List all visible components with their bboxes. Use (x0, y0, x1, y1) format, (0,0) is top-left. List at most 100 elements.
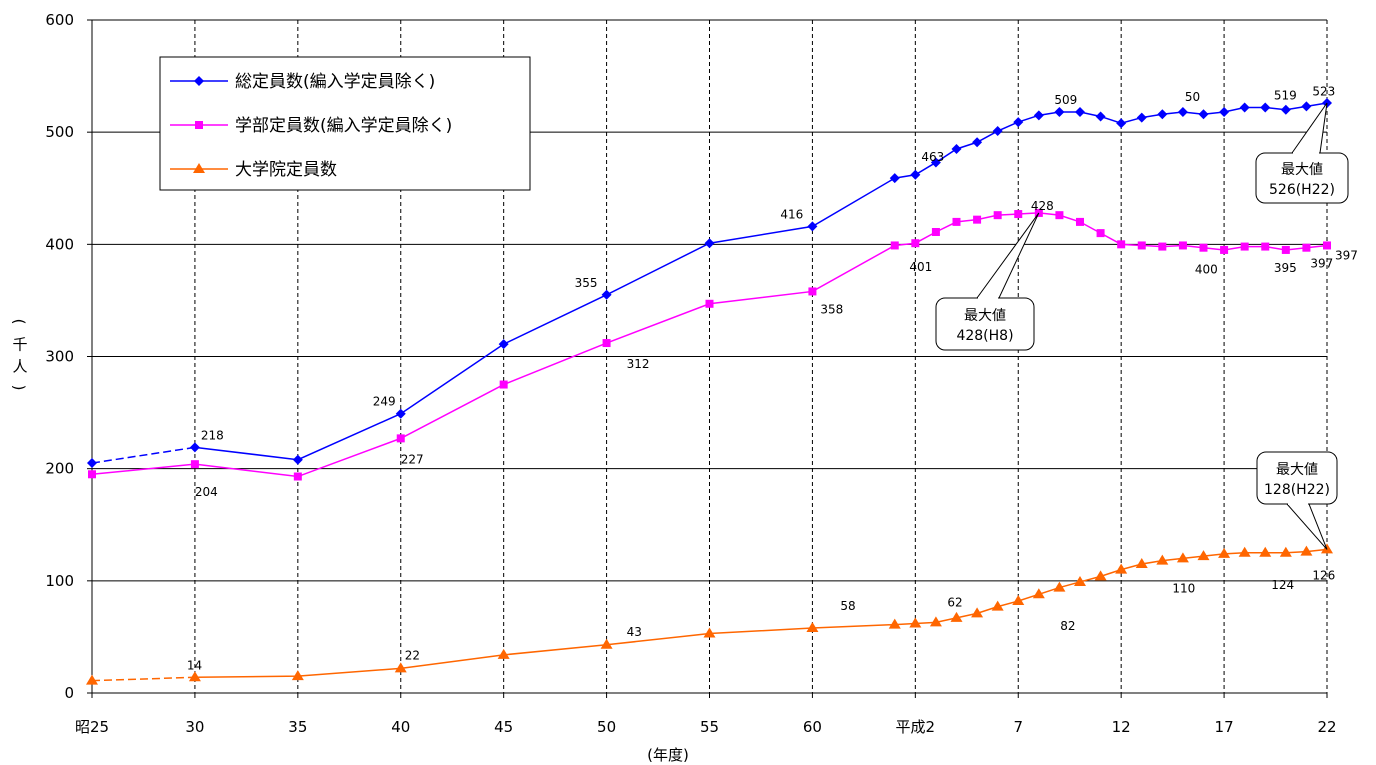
diamond-marker (1198, 109, 1209, 120)
diamond-marker (889, 173, 900, 184)
data-label: 312 (627, 357, 650, 371)
triangle-marker (991, 600, 1004, 611)
square-marker (1096, 229, 1105, 238)
y-tick-label: 500 (45, 123, 74, 141)
diamond-marker (1280, 104, 1291, 115)
data-label: 14 (187, 658, 202, 672)
legend: 総定員数(編入学定員除く) 学部定員数(編入学定員除く) 大学院定員数 (159, 56, 531, 191)
square-marker (396, 434, 405, 443)
square-marker (1199, 243, 1208, 252)
square-marker (1240, 242, 1249, 251)
triangle-marker (86, 674, 98, 685)
x-tick-label: 17 (1215, 718, 1234, 736)
square-marker (952, 217, 961, 226)
triangle-marker (703, 627, 716, 638)
square-marker (1055, 211, 1064, 220)
x-tick-label: 35 (288, 718, 307, 736)
x-tick-label: 45 (494, 718, 513, 736)
triangle-marker (1135, 558, 1148, 569)
triangle-marker (497, 648, 510, 659)
diamond-marker (395, 408, 406, 419)
diamond-marker (498, 339, 509, 350)
y-axis-title-char: 人 (12, 358, 27, 376)
data-label: 50 (1185, 90, 1200, 104)
callout-value: 428(H8) (956, 328, 1013, 344)
data-label: 397 (1310, 257, 1333, 271)
data-label: 395 (1274, 261, 1297, 275)
legend-item: 総定員数(編入学定員除く) (170, 72, 435, 92)
data-label: 519 (1274, 89, 1297, 103)
square-marker (911, 239, 920, 248)
diamond-marker (601, 289, 612, 300)
diamond-marker (1177, 106, 1188, 117)
triangle-marker (1197, 550, 1210, 561)
data-label: 218 (201, 428, 224, 442)
diamond-marker (1033, 110, 1044, 121)
data-label: 509 (1054, 93, 1077, 107)
triangle-marker (1094, 570, 1107, 581)
series-lines (86, 98, 1333, 685)
data-label: 82 (1060, 619, 1075, 633)
data-label: 400 (1195, 262, 1218, 276)
x-tick-label: 40 (391, 718, 410, 736)
y-axis-title-char: ( (10, 319, 28, 325)
square-marker (973, 215, 982, 224)
legend-label: 総定員数(編入学定員除く) (235, 72, 435, 92)
y-tick-label: 300 (45, 348, 74, 366)
max-value-callout: 最大値 128(H22) (1256, 451, 1338, 550)
diamond-marker (1260, 102, 1271, 113)
square-marker (190, 460, 199, 469)
triangle-marker (929, 616, 942, 627)
series-line (194, 548, 1328, 679)
triangle-marker (1259, 546, 1272, 557)
square-marker (808, 287, 817, 296)
square-marker (1137, 241, 1146, 250)
y-axis-title-char: 千 (12, 336, 27, 354)
series-line-dashed (91, 676, 195, 682)
triangle-marker (806, 621, 819, 632)
legend-item: 学部定員数(編入学定員除く) (170, 116, 452, 136)
square-marker (1302, 243, 1311, 252)
x-axis-title: (年度) (647, 746, 689, 764)
callout-title: 最大値 (1281, 162, 1323, 178)
y-tick-label: 200 (45, 460, 74, 478)
callouts: 最大値 526(H22) 最大値 428(H8) 最大値 128(H22) (935, 102, 1349, 550)
data-label: 401 (909, 260, 932, 274)
square-marker (195, 121, 203, 129)
data-label: 43 (627, 625, 642, 639)
diamond-marker (292, 454, 303, 465)
x-tick-label: 12 (1112, 718, 1131, 736)
diamond-marker (704, 238, 715, 249)
data-label: 523 (1312, 84, 1335, 98)
square-marker (931, 227, 940, 236)
data-label: 355 (575, 276, 598, 290)
callout-pointer (1291, 102, 1328, 154)
series-1 (87, 98, 1332, 469)
vertical-gridlines (194, 20, 1328, 693)
y-tick-label: 600 (45, 11, 74, 29)
data-label: 204 (195, 485, 218, 499)
series-line-dashed (91, 446, 196, 464)
series-3 (86, 543, 1333, 685)
x-axis-ticks: 昭25 30 35 40 45 50 55 60 平成2 7 12 17 22 (75, 693, 1337, 736)
triangle-marker (1074, 575, 1086, 586)
data-label: 463 (921, 150, 944, 164)
x-tick-label: 22 (1317, 718, 1336, 736)
diamond-marker (1239, 102, 1250, 113)
diamond-marker (951, 143, 962, 154)
triangle-marker (971, 607, 984, 618)
triangle-marker (1176, 552, 1189, 563)
square-marker (293, 472, 302, 481)
legend-box (159, 56, 531, 191)
data-labels: 218 249 355 416 463 509 50 519 523 204 227 312 358 40… (187, 84, 1358, 672)
triangle-marker (1053, 581, 1066, 592)
diamond-marker (1013, 117, 1024, 128)
diamond-marker (194, 76, 204, 86)
square-marker (1323, 241, 1331, 250)
triangle-marker (193, 163, 205, 173)
square-marker (1178, 241, 1187, 250)
data-label: 126 (1312, 569, 1335, 583)
square-marker (890, 241, 899, 250)
triangle-marker (1279, 546, 1292, 557)
